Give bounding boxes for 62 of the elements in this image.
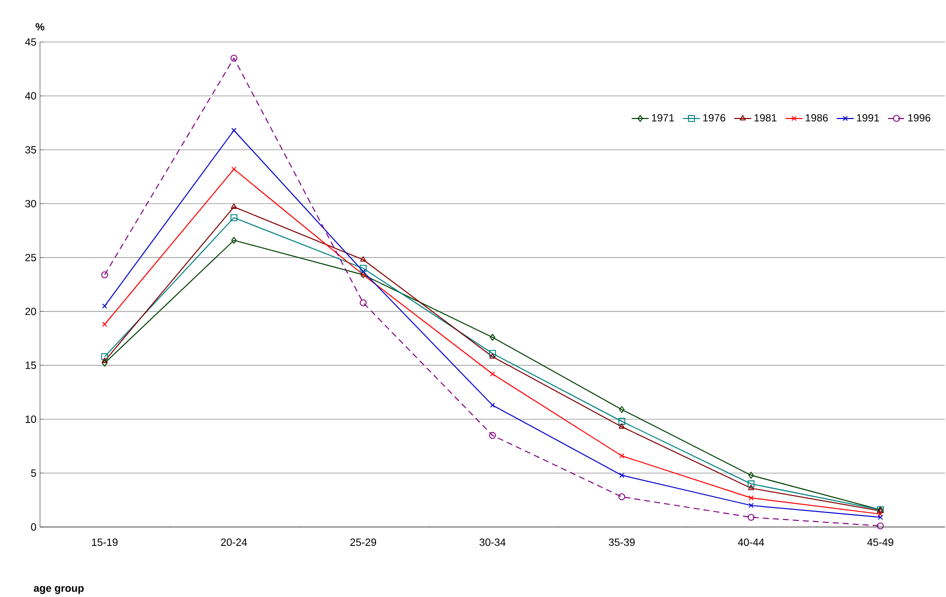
point (102, 322, 108, 327)
y-tick-label: 40 (25, 92, 36, 100)
y-tick-label: 10 (26, 415, 36, 423)
point (231, 166, 237, 172)
point (102, 357, 108, 363)
point (876, 522, 884, 530)
point (101, 271, 108, 278)
point (748, 484, 754, 490)
x-tick-label: 15-19 (92, 538, 118, 546)
y-tick-label: 25 (25, 254, 36, 262)
point (618, 493, 626, 500)
point (618, 418, 626, 425)
y-tick-label: 15 (26, 362, 36, 369)
point (231, 236, 237, 244)
legend-label: 1976 (703, 114, 726, 122)
point (489, 350, 496, 357)
point (230, 214, 238, 221)
point (360, 299, 367, 306)
point (748, 502, 754, 508)
point (748, 514, 755, 521)
point (619, 472, 624, 478)
point (490, 334, 496, 341)
legend-label: 1991 (857, 114, 879, 122)
y-tick-label: 5 (31, 469, 36, 477)
x-tick-label: 45-49 (867, 538, 894, 546)
y-tick-label: 20 (25, 308, 36, 316)
point (748, 495, 754, 500)
point (230, 54, 238, 62)
x-axis-title: age group (34, 586, 84, 594)
legend-label: 1971 (652, 114, 674, 122)
point (102, 303, 108, 308)
point (102, 360, 108, 366)
point (748, 472, 754, 479)
point (360, 264, 367, 272)
x-tick-label: 35-39 (608, 538, 635, 546)
legend-label: 1996 (908, 114, 930, 122)
x-tick-label: 40-44 (738, 538, 764, 546)
x-tick-label: 30-34 (480, 538, 506, 546)
point (619, 453, 624, 458)
y-tick-label: 45 (25, 38, 36, 46)
point (360, 268, 366, 274)
y-tick-label: 35 (25, 146, 36, 154)
point (231, 128, 237, 133)
point (101, 353, 108, 360)
point (360, 256, 366, 262)
point (618, 423, 625, 429)
point (490, 371, 496, 376)
point (489, 432, 496, 439)
y-tick-label: 30 (25, 200, 36, 208)
legend-label: 1981 (754, 114, 776, 122)
point (230, 203, 237, 209)
x-tick-label: 25-29 (350, 538, 376, 546)
y-tick-label: 0 (31, 523, 36, 531)
y-axis-title: % (36, 22, 44, 30)
point (490, 402, 496, 408)
point (748, 480, 755, 488)
legend-label: 1986 (806, 114, 828, 122)
point (878, 511, 883, 516)
point (489, 353, 496, 359)
x-tick-label: 20-24 (221, 538, 247, 546)
point (619, 406, 624, 413)
point (878, 514, 883, 520)
